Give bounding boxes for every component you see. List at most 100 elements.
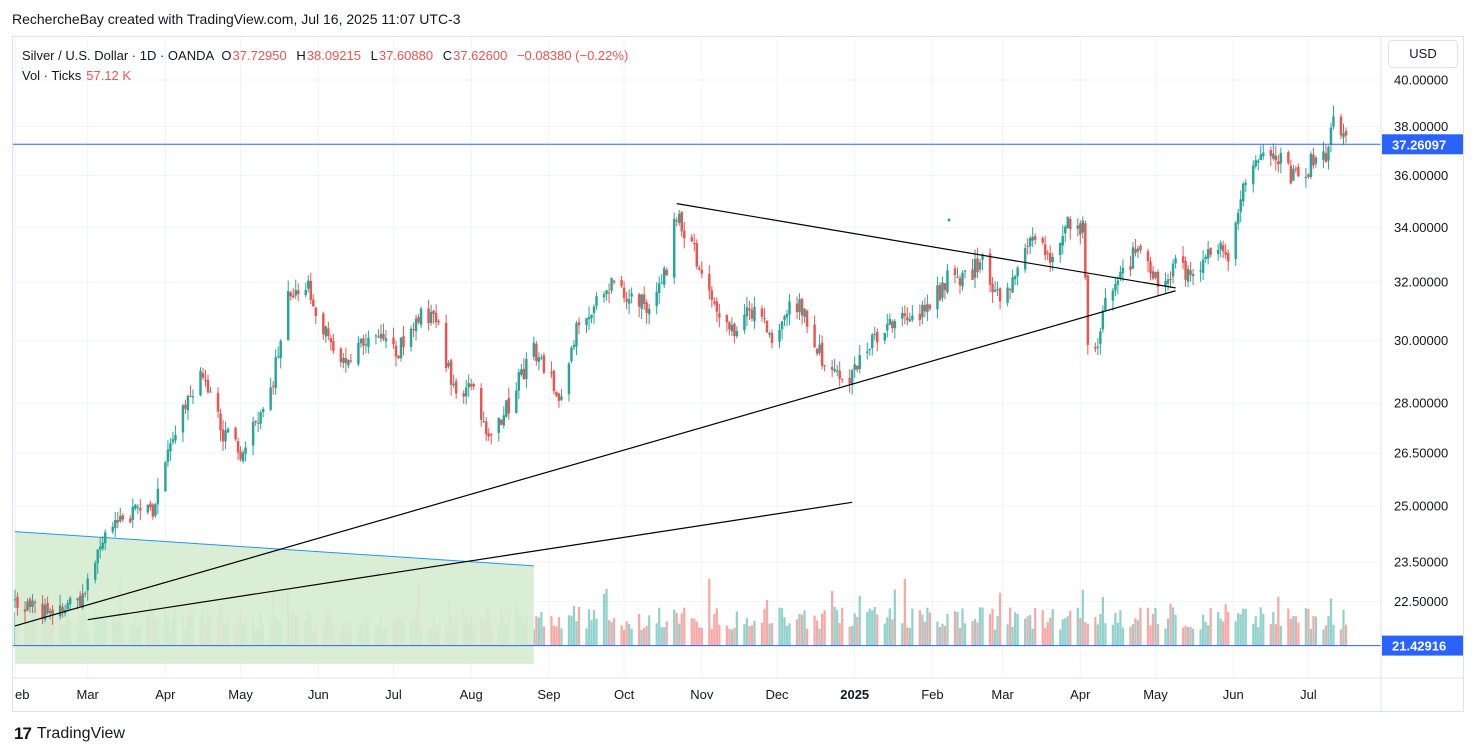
volume-bar xyxy=(891,619,894,646)
candle-body xyxy=(344,358,348,364)
candle-body xyxy=(189,395,192,397)
candle xyxy=(367,330,370,354)
candle xyxy=(434,304,438,329)
candle xyxy=(953,265,957,284)
open-label: O xyxy=(221,48,232,63)
time-tick-label: Apr xyxy=(1070,687,1091,702)
candle xyxy=(1066,216,1069,229)
candle-body xyxy=(923,304,927,312)
footer-brand[interactable]: 17 TradingView xyxy=(14,724,125,744)
volume-bar xyxy=(851,625,854,646)
time-tick-label: 2025 xyxy=(840,687,869,702)
candle-body xyxy=(279,340,282,359)
candle xyxy=(718,303,721,328)
candle-body xyxy=(1081,220,1085,233)
candle-body xyxy=(855,365,859,370)
volume-bar xyxy=(1121,627,1125,646)
candle-body xyxy=(946,270,949,293)
candle-body xyxy=(535,344,538,361)
candle-body xyxy=(891,321,894,329)
volume-bar xyxy=(1041,610,1044,646)
volume-bar xyxy=(1329,598,1333,646)
candle-body xyxy=(976,258,979,273)
currency-button[interactable]: USD xyxy=(1388,40,1458,68)
volume-bar xyxy=(1219,618,1222,646)
candle xyxy=(312,294,315,308)
symbol-title[interactable]: Silver / U.S. Dollar · 1D · OANDA xyxy=(22,48,215,63)
candle-body xyxy=(540,357,543,359)
candle-body xyxy=(770,333,774,343)
candle xyxy=(1277,154,1280,173)
candle xyxy=(1114,278,1117,297)
candle xyxy=(78,591,82,607)
candle xyxy=(171,431,175,445)
candle-body xyxy=(359,338,363,344)
candle-body xyxy=(297,290,300,295)
candle-body xyxy=(83,593,87,595)
candle-body xyxy=(329,338,333,343)
volume-bar xyxy=(750,625,754,646)
candle-body xyxy=(768,332,771,335)
candle xyxy=(98,536,102,559)
volume-bar xyxy=(550,616,553,646)
candle-body xyxy=(981,254,984,260)
high-value: 38.09215 xyxy=(306,48,361,63)
candle-body xyxy=(657,283,661,294)
candle-body xyxy=(1234,222,1237,259)
candle xyxy=(314,307,318,325)
volume-bar xyxy=(592,610,596,646)
candle-body xyxy=(1344,131,1348,136)
candle xyxy=(1151,265,1155,281)
candle xyxy=(605,289,608,301)
candle-body xyxy=(838,370,841,379)
candle-body xyxy=(830,367,834,370)
candle xyxy=(209,386,212,393)
time-tick-label: Nov xyxy=(690,687,714,702)
candle-body xyxy=(886,324,889,331)
candle-body xyxy=(472,384,475,387)
volume-bar xyxy=(1164,628,1167,646)
volume-bar xyxy=(1134,618,1137,646)
volume-bar xyxy=(1184,625,1187,646)
candle-body xyxy=(698,267,701,270)
candle xyxy=(1096,338,1100,356)
candle-body xyxy=(753,306,756,322)
candle xyxy=(332,333,335,354)
candle xyxy=(1297,163,1300,178)
candle-body xyxy=(1169,278,1172,280)
price-tick-label: 34.00000 xyxy=(1394,220,1448,235)
candle-body xyxy=(800,299,804,316)
candle-body xyxy=(1011,277,1014,293)
candle xyxy=(961,270,964,291)
candle-body xyxy=(186,395,190,411)
candle xyxy=(58,594,62,620)
candle-body xyxy=(58,605,62,617)
candle-body xyxy=(560,396,563,400)
price-label-text: 21.42916 xyxy=(1392,639,1446,654)
candle-body xyxy=(1156,271,1160,287)
candle-body xyxy=(795,303,799,313)
volume-bar xyxy=(866,611,869,646)
candle xyxy=(1234,220,1237,266)
candle-body xyxy=(1287,152,1290,164)
volume-bar xyxy=(1139,607,1142,646)
candle-body xyxy=(31,600,34,607)
candle xyxy=(199,367,202,397)
candle xyxy=(783,314,786,327)
volume-bar xyxy=(590,620,593,646)
candle-body xyxy=(750,309,754,319)
candle xyxy=(236,437,240,461)
candle-body xyxy=(201,373,205,378)
candle xyxy=(111,522,114,534)
candle-body xyxy=(1312,154,1315,166)
candle-body xyxy=(765,320,769,333)
candle xyxy=(342,353,345,369)
candle xyxy=(259,410,262,430)
candle-body xyxy=(1204,256,1207,260)
candle-body xyxy=(515,390,518,413)
candle xyxy=(1184,256,1187,287)
candle xyxy=(958,274,962,295)
candle-body xyxy=(1201,259,1205,273)
volume-label[interactable]: Vol · Ticks xyxy=(22,68,82,83)
